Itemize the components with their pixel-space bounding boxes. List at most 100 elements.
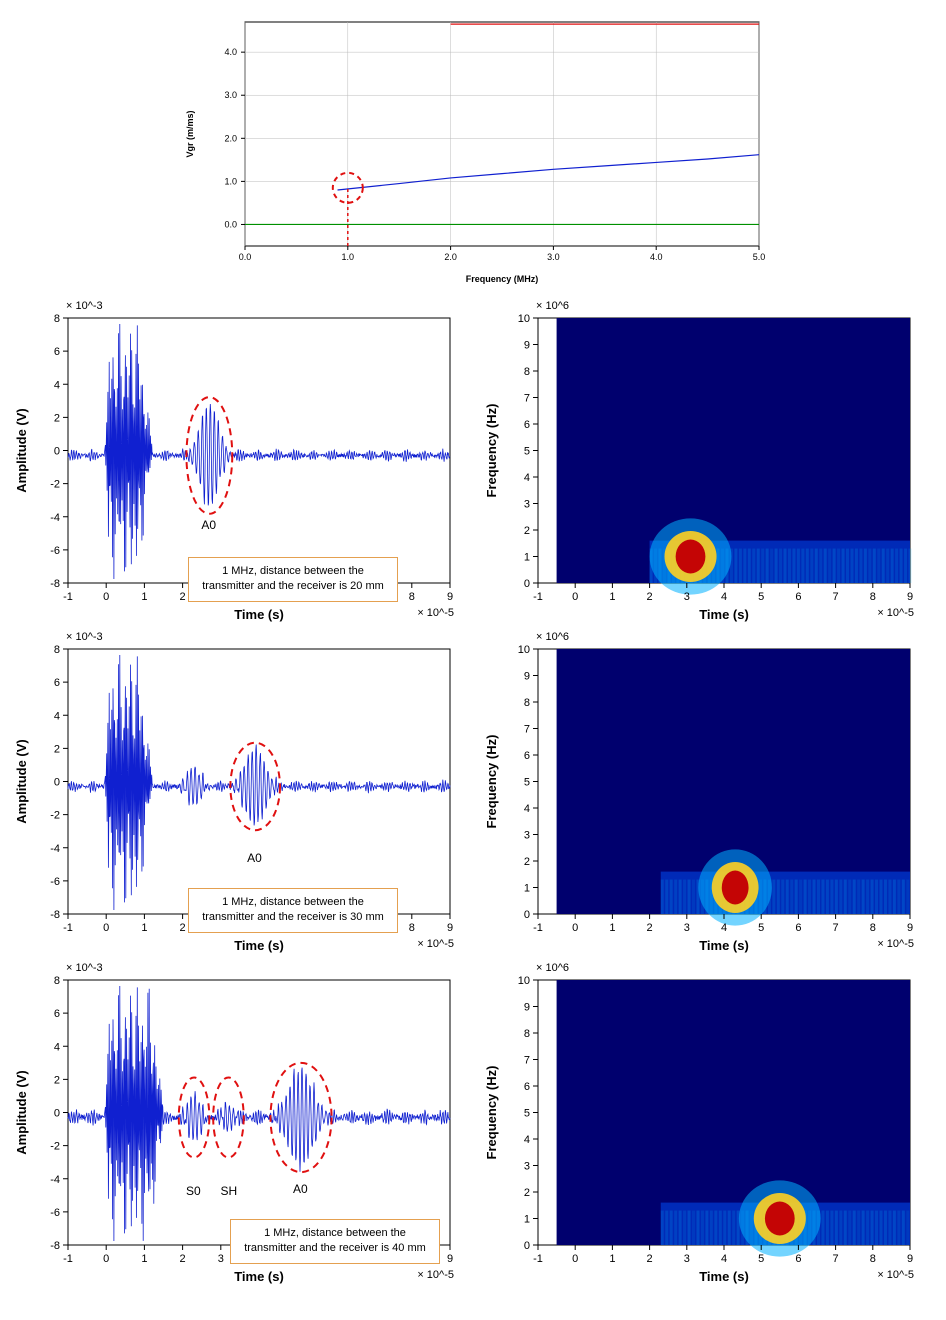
spectrogram-panel: -10123456789012345678910Time (s)Frequenc… bbox=[480, 631, 920, 956]
svg-text:9: 9 bbox=[447, 591, 453, 603]
svg-text:5: 5 bbox=[524, 1108, 530, 1120]
y-exponent: × 10^6 bbox=[536, 962, 569, 974]
svg-text:5: 5 bbox=[758, 922, 764, 934]
svg-text:1: 1 bbox=[524, 883, 530, 895]
svg-text:9: 9 bbox=[524, 340, 530, 352]
svg-text:7: 7 bbox=[833, 922, 839, 934]
svg-text:5: 5 bbox=[524, 446, 530, 458]
svg-text:-2: -2 bbox=[50, 1141, 60, 1153]
svg-text:-1: -1 bbox=[63, 922, 73, 934]
svg-text:3.0: 3.0 bbox=[224, 90, 237, 100]
svg-text:Time (s): Time (s) bbox=[699, 1269, 749, 1284]
svg-text:1: 1 bbox=[609, 1253, 615, 1265]
svg-text:8: 8 bbox=[524, 697, 530, 709]
svg-text:2: 2 bbox=[524, 1187, 530, 1199]
svg-text:4: 4 bbox=[721, 922, 727, 934]
y-exponent: × 10^-3 bbox=[66, 962, 103, 974]
svg-text:8: 8 bbox=[409, 922, 415, 934]
svg-text:9: 9 bbox=[907, 591, 913, 603]
svg-text:2.0: 2.0 bbox=[224, 133, 237, 143]
annotation-box: 1 MHz, distance between the transmitter … bbox=[188, 557, 398, 602]
svg-text:3: 3 bbox=[684, 922, 690, 934]
svg-text:6: 6 bbox=[524, 750, 530, 762]
svg-text:2: 2 bbox=[647, 591, 653, 603]
svg-text:3: 3 bbox=[684, 591, 690, 603]
svg-text:3: 3 bbox=[524, 499, 530, 511]
svg-text:8: 8 bbox=[54, 975, 60, 987]
svg-text:5: 5 bbox=[758, 591, 764, 603]
svg-text:0: 0 bbox=[54, 446, 60, 458]
svg-text:8: 8 bbox=[524, 1028, 530, 1040]
svg-text:Time (s): Time (s) bbox=[234, 938, 284, 953]
waveform-panel: -10123456789-8-6-4-202468Time (s)Amplitu… bbox=[10, 631, 460, 956]
svg-text:5.0: 5.0 bbox=[753, 252, 766, 262]
svg-text:9: 9 bbox=[524, 671, 530, 683]
svg-text:9: 9 bbox=[907, 1253, 913, 1265]
svg-text:0: 0 bbox=[103, 922, 109, 934]
svg-text:2: 2 bbox=[54, 1074, 60, 1086]
svg-text:6: 6 bbox=[795, 591, 801, 603]
svg-text:1: 1 bbox=[609, 922, 615, 934]
svg-text:1: 1 bbox=[141, 591, 147, 603]
svg-text:1: 1 bbox=[524, 1214, 530, 1226]
svg-text:0: 0 bbox=[524, 1240, 530, 1252]
svg-text:6: 6 bbox=[54, 677, 60, 689]
svg-text:4: 4 bbox=[54, 379, 60, 391]
svg-text:8: 8 bbox=[409, 591, 415, 603]
svg-text:Vgr (m/ms): Vgr (m/ms) bbox=[185, 110, 195, 157]
svg-text:-6: -6 bbox=[50, 876, 60, 888]
svg-text:9: 9 bbox=[907, 922, 913, 934]
svg-text:8: 8 bbox=[870, 1253, 876, 1265]
x-exponent: × 10^-5 bbox=[417, 938, 454, 950]
svg-text:8: 8 bbox=[870, 922, 876, 934]
svg-text:0: 0 bbox=[54, 1108, 60, 1120]
svg-text:2: 2 bbox=[524, 856, 530, 868]
svg-text:4: 4 bbox=[721, 591, 727, 603]
svg-text:2: 2 bbox=[54, 743, 60, 755]
x-exponent: × 10^-5 bbox=[877, 1269, 914, 1281]
svg-text:6: 6 bbox=[795, 1253, 801, 1265]
svg-text:Amplitude (V): Amplitude (V) bbox=[14, 739, 29, 824]
mode-label: S0 bbox=[186, 1184, 201, 1198]
svg-text:0.0: 0.0 bbox=[239, 252, 252, 262]
svg-text:8: 8 bbox=[524, 366, 530, 378]
svg-text:-1: -1 bbox=[533, 591, 543, 603]
svg-text:2.0: 2.0 bbox=[444, 252, 457, 262]
svg-text:0: 0 bbox=[572, 1253, 578, 1265]
svg-text:0: 0 bbox=[572, 591, 578, 603]
svg-text:7: 7 bbox=[524, 393, 530, 405]
svg-text:-8: -8 bbox=[50, 909, 60, 921]
svg-text:4: 4 bbox=[54, 710, 60, 722]
svg-text:5: 5 bbox=[524, 777, 530, 789]
svg-text:-8: -8 bbox=[50, 578, 60, 590]
x-exponent: × 10^-5 bbox=[417, 1269, 454, 1281]
svg-text:1: 1 bbox=[141, 922, 147, 934]
svg-text:2: 2 bbox=[180, 1253, 186, 1265]
y-exponent: × 10^6 bbox=[536, 631, 569, 643]
svg-text:2: 2 bbox=[524, 525, 530, 537]
svg-text:3: 3 bbox=[684, 1253, 690, 1265]
svg-text:2: 2 bbox=[180, 922, 186, 934]
svg-text:2: 2 bbox=[647, 1253, 653, 1265]
svg-text:3.0: 3.0 bbox=[547, 252, 560, 262]
chart-row-2: -10123456789-8-6-4-202468Time (s)Amplitu… bbox=[10, 962, 936, 1287]
svg-text:-6: -6 bbox=[50, 545, 60, 557]
waveform-panel: -10123456789-8-6-4-202468Time (s)Amplitu… bbox=[10, 962, 460, 1287]
svg-text:0.0: 0.0 bbox=[224, 219, 237, 229]
spectrogram-panel: -10123456789012345678910Time (s)Frequenc… bbox=[480, 962, 920, 1287]
svg-text:Time (s): Time (s) bbox=[234, 607, 284, 622]
svg-text:Frequency (Hz): Frequency (Hz) bbox=[484, 404, 499, 498]
svg-text:-2: -2 bbox=[50, 810, 60, 822]
svg-text:3: 3 bbox=[524, 1161, 530, 1173]
svg-text:1.0: 1.0 bbox=[224, 176, 237, 186]
svg-text:0: 0 bbox=[524, 578, 530, 590]
svg-text:7: 7 bbox=[833, 1253, 839, 1265]
svg-text:Frequency (Hz): Frequency (Hz) bbox=[484, 735, 499, 829]
svg-text:6: 6 bbox=[795, 922, 801, 934]
mode-label: SH bbox=[220, 1184, 237, 1198]
svg-text:9: 9 bbox=[524, 1002, 530, 1014]
svg-text:10: 10 bbox=[518, 313, 530, 325]
svg-text:0: 0 bbox=[103, 1253, 109, 1265]
svg-text:4: 4 bbox=[54, 1041, 60, 1053]
annotation-box: 1 MHz, distance between the transmitter … bbox=[188, 888, 398, 933]
